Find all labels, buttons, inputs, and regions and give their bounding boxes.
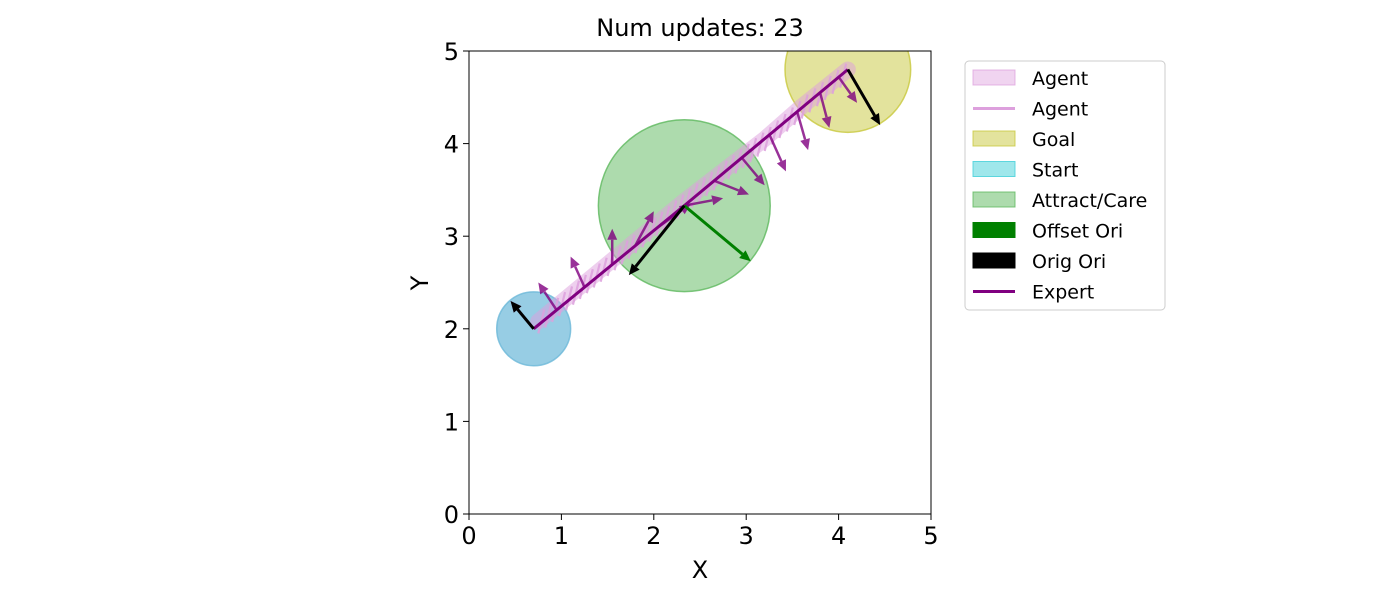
y-tick-label: 0 xyxy=(444,501,459,529)
expert-arrow-shaft xyxy=(684,199,713,207)
y-tick-label: 1 xyxy=(444,408,459,436)
legend-label: Offset Ori xyxy=(1032,221,1123,243)
expert-arrow xyxy=(795,110,810,151)
legend-entry: Goal xyxy=(972,129,1075,151)
expert-arrow-shaft xyxy=(818,92,828,118)
agent-marker xyxy=(648,217,657,242)
orig-ori-arrow-head xyxy=(628,263,640,276)
expert-arrow xyxy=(538,282,558,311)
agent-marker xyxy=(839,63,848,88)
legend-swatch xyxy=(972,222,1016,238)
agent-marker xyxy=(763,126,772,152)
orig-ori-arrow-shaft xyxy=(846,68,876,117)
expert-arrow-head xyxy=(800,138,810,151)
expert-arrow xyxy=(713,179,749,196)
agent-marker xyxy=(662,205,671,231)
expert-arrow-shaft xyxy=(713,179,740,192)
legend: Agent Agent Goal Start Attract/Care Offset Or… xyxy=(964,60,1166,311)
legend-label: Goal xyxy=(1032,129,1075,151)
x-tick-label: 5 xyxy=(923,522,938,550)
agent-marker xyxy=(778,113,787,139)
agent-marker xyxy=(641,223,650,248)
orig-ori-arrow-shaft xyxy=(516,308,535,330)
expert-arrow xyxy=(818,92,832,128)
legend-label: Attract/Care xyxy=(1032,190,1147,212)
legend-label: Start xyxy=(1032,160,1078,182)
legend-frame xyxy=(964,60,1166,311)
legend-entry: Start xyxy=(972,160,1078,182)
legend-entry: Attract/Care xyxy=(972,190,1147,212)
offset-ori-arrow xyxy=(683,204,751,262)
orig-ori-arrow xyxy=(510,301,535,330)
expert-arrow-head xyxy=(607,228,618,240)
orig-ori-arrow-head xyxy=(870,113,881,126)
expert-arrow-head xyxy=(753,173,765,186)
legend-entry: Agent xyxy=(973,99,1088,121)
expert-arrow xyxy=(607,228,618,264)
legend-label: Agent xyxy=(1032,68,1088,90)
x-axis-label: X xyxy=(692,556,708,584)
legend-label: Orig Ori xyxy=(1032,251,1106,273)
expert-arrow-head xyxy=(570,256,580,269)
agent-marker xyxy=(627,234,636,260)
expert-arrow xyxy=(768,133,786,172)
agent-marker xyxy=(831,69,840,95)
expert-arrow-shaft xyxy=(795,110,807,140)
offset-ori-arrow-head xyxy=(739,250,751,262)
orig-ori-arrow-shaft xyxy=(634,204,686,268)
legend-label: Expert xyxy=(1032,282,1094,304)
y-axis-label: Y xyxy=(406,275,434,291)
expert-arrow xyxy=(570,256,586,288)
x-tick-label: 1 xyxy=(554,522,569,550)
legend-swatch xyxy=(972,130,1016,147)
legend-swatch xyxy=(972,191,1016,208)
legend-label: Agent xyxy=(1032,99,1088,121)
chart-title: Num updates: 23 xyxy=(596,14,804,42)
expert-arrow xyxy=(634,211,654,247)
expert-arrow xyxy=(837,76,858,103)
x-tick-label: 4 xyxy=(831,522,846,550)
expert-arrow-head xyxy=(644,211,654,224)
y-tick-label: 2 xyxy=(444,316,459,344)
offset-ori-arrow-shaft xyxy=(683,204,744,256)
orig-ori-arrow xyxy=(846,68,881,126)
legend-entry: Agent xyxy=(972,68,1088,90)
agent-marker xyxy=(655,211,664,237)
y-tick-label: 5 xyxy=(444,38,459,66)
expert-arrow-shaft xyxy=(768,133,783,162)
expert-arrow-head xyxy=(736,185,749,196)
agent-marker xyxy=(756,132,765,157)
expert-arrow xyxy=(740,156,765,186)
legend-swatch xyxy=(972,69,1016,86)
expert-arrow-shaft xyxy=(634,220,650,247)
y-tick-label: 3 xyxy=(444,223,459,251)
expert-arrow-head xyxy=(776,159,786,172)
orig-ori-arrow-head xyxy=(510,301,522,313)
legend-swatch xyxy=(972,252,1016,269)
expert-arrow-shaft xyxy=(837,76,852,95)
expert-arrow-head xyxy=(538,282,549,295)
axes-frame xyxy=(468,50,932,515)
expert-arrow-shaft xyxy=(543,290,558,311)
orig-ori-arrow xyxy=(628,204,686,276)
expert-arrow-shaft xyxy=(740,156,759,178)
expert-arrow-head xyxy=(821,115,832,128)
legend-entry: Offset Ori xyxy=(972,221,1123,243)
agent-marker xyxy=(613,245,622,271)
y-tick-label: 4 xyxy=(444,131,459,159)
agent-marker xyxy=(620,240,629,265)
x-tick-label: 3 xyxy=(739,522,754,550)
expert-arrow-head xyxy=(711,195,724,206)
expert-arrow xyxy=(684,195,724,207)
expert-arrow-shaft xyxy=(574,266,586,288)
x-tick-label: 2 xyxy=(646,522,661,550)
legend-swatch xyxy=(972,161,1016,177)
x-tick-label: 0 xyxy=(461,522,476,550)
expert-arrow-head xyxy=(846,90,858,103)
legend-entry: Expert xyxy=(973,282,1094,304)
legend-entry: Orig Ori xyxy=(972,251,1106,273)
